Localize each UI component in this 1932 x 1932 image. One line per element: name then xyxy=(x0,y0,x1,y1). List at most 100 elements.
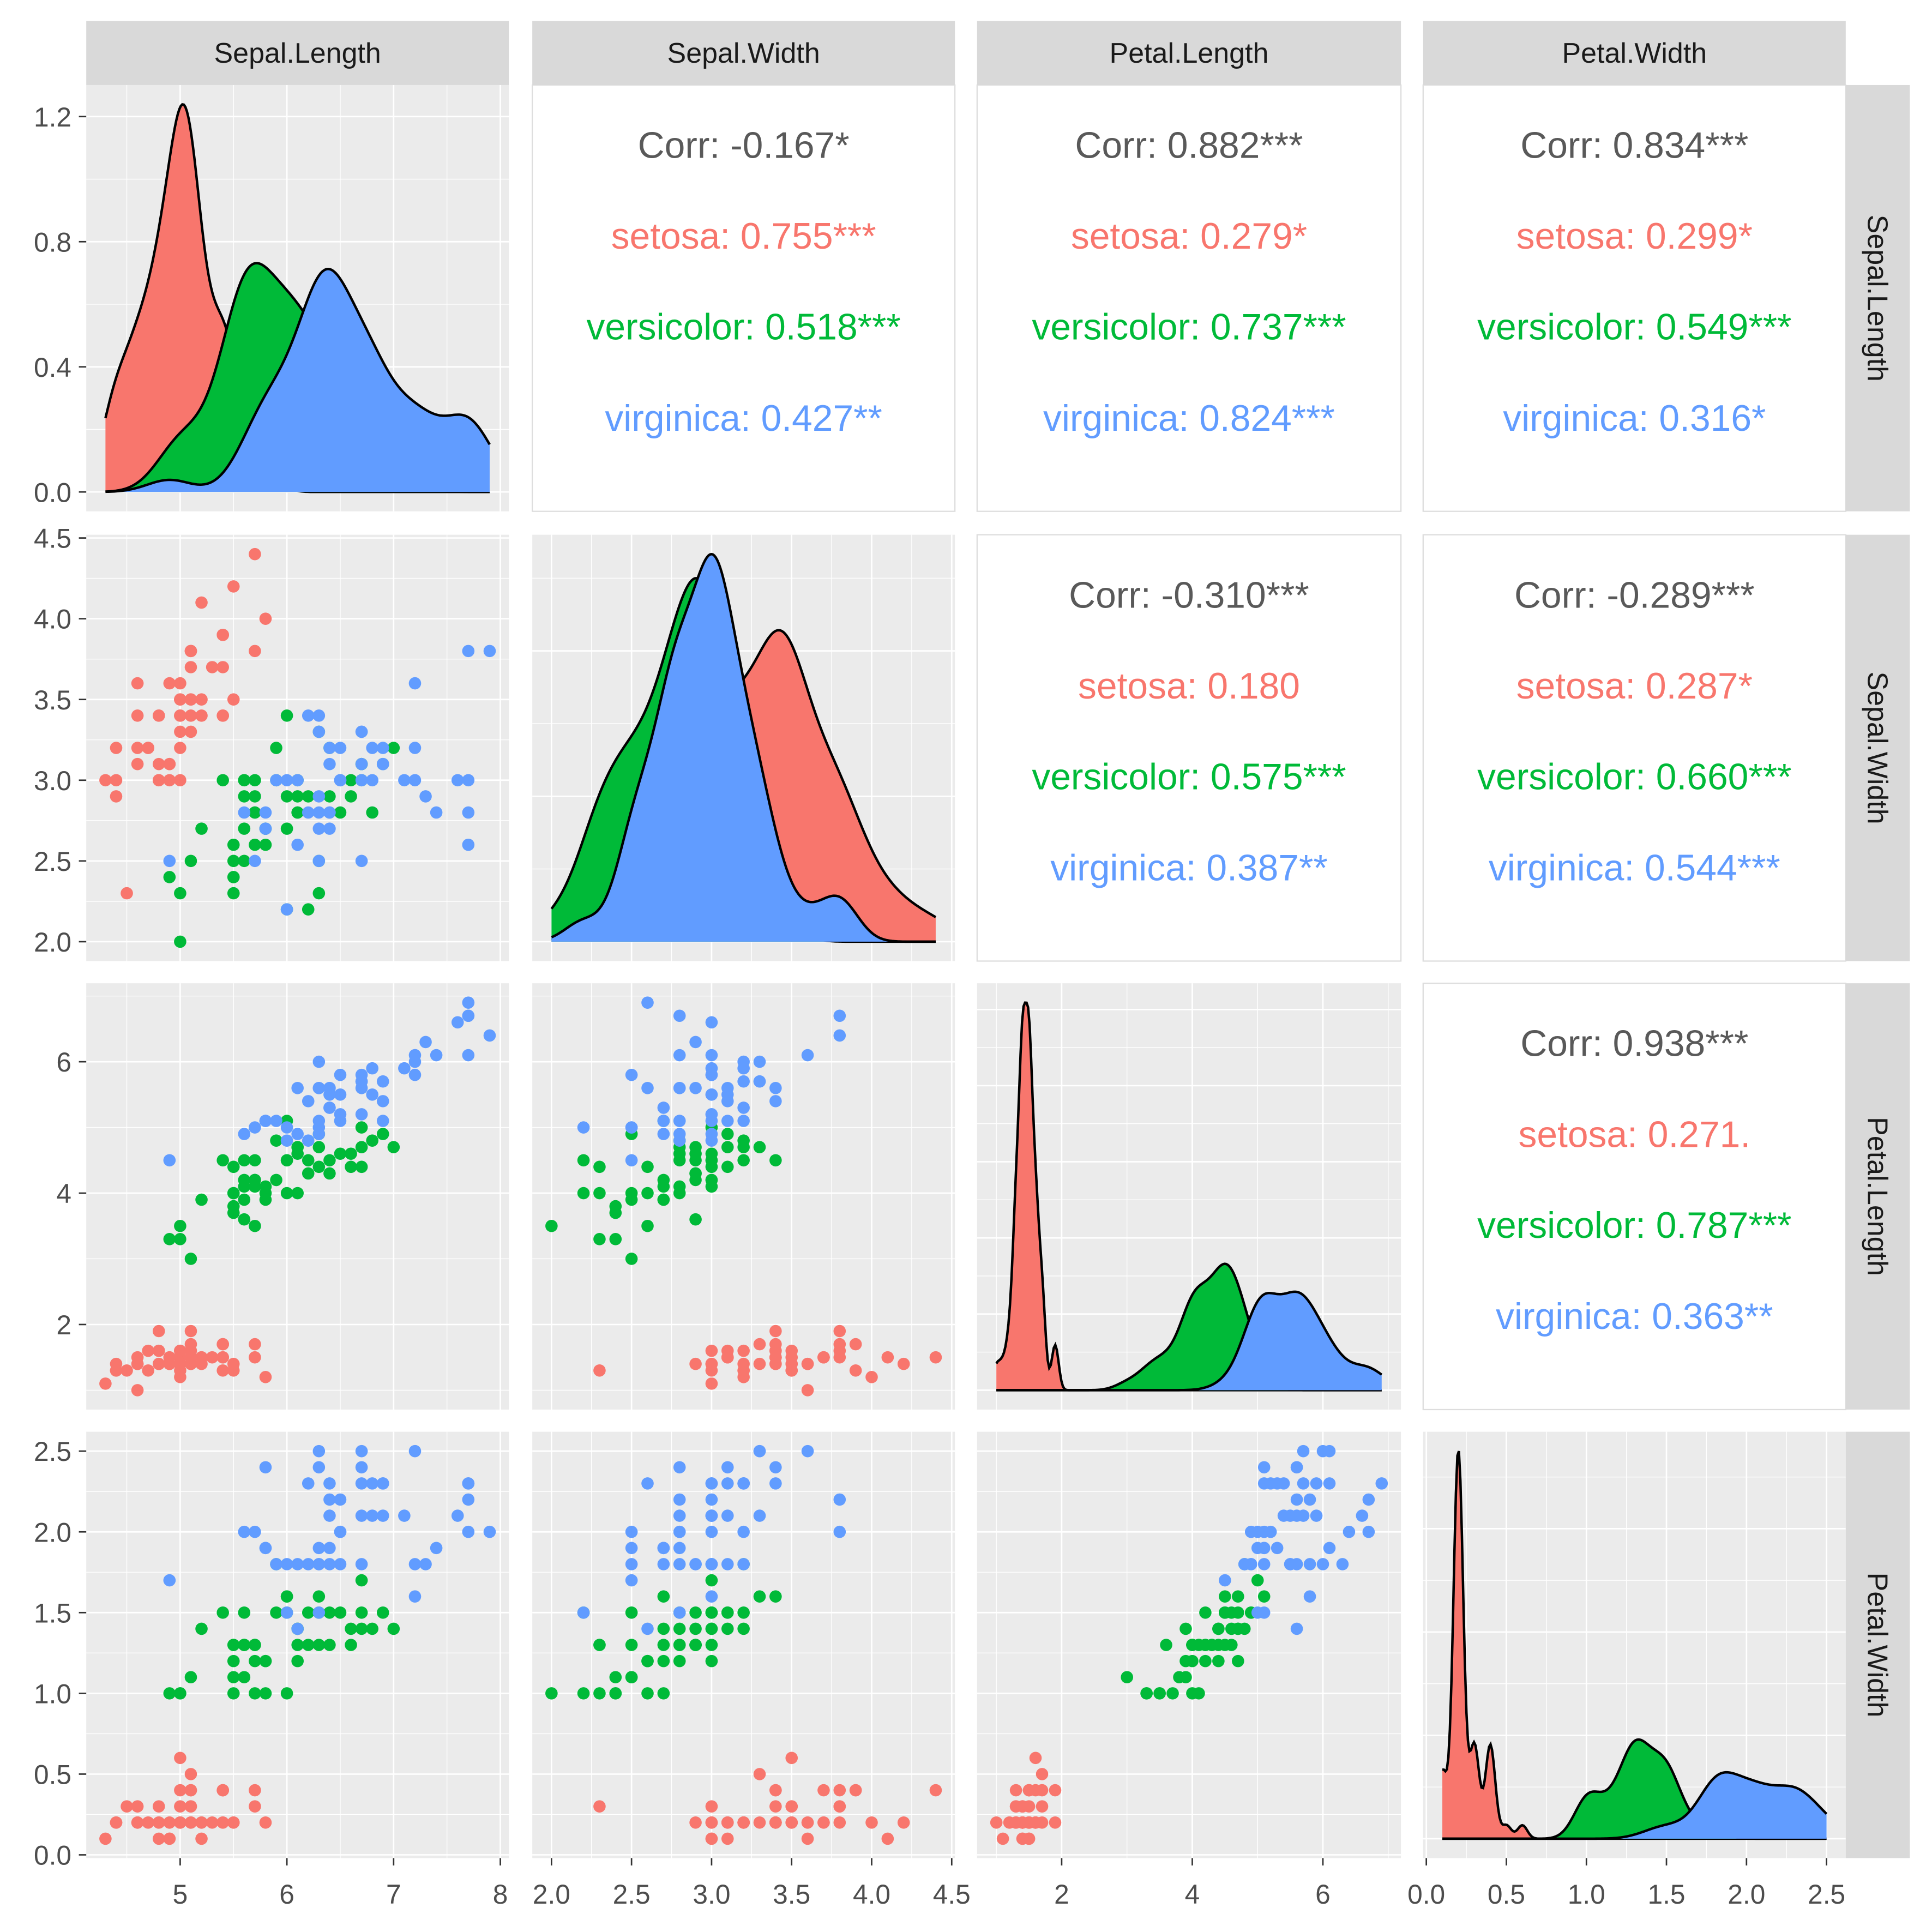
x-axis-tick-label: 2.0 xyxy=(1728,1879,1765,1910)
setosa-correlation-label: setosa: 0.279* xyxy=(1071,216,1307,257)
point-setosa xyxy=(849,1338,862,1351)
point-versicolor xyxy=(1199,1606,1212,1619)
point-setosa xyxy=(753,1768,766,1780)
point-versicolor xyxy=(270,1134,282,1147)
point-versicolor xyxy=(280,1590,293,1603)
point-setosa xyxy=(833,1800,846,1813)
point-versicolor xyxy=(1193,1639,1205,1651)
point-setosa xyxy=(689,1816,702,1829)
density-line-virginica xyxy=(1442,1771,1828,1840)
point-virginica xyxy=(753,1445,766,1458)
point-versicolor xyxy=(593,1187,606,1200)
point-versicolor xyxy=(1193,1687,1205,1700)
point-versicolor xyxy=(259,1187,272,1200)
point-versicolor xyxy=(291,1147,304,1160)
panel-Petal.Width-Petal.Length xyxy=(977,1431,1401,1858)
point-virginica xyxy=(366,1509,378,1522)
row-strip-label: Sepal.Length xyxy=(1862,215,1893,382)
point-virginica xyxy=(398,1509,411,1522)
point-versicolor xyxy=(657,1639,670,1651)
point-setosa xyxy=(785,1800,798,1813)
point-setosa xyxy=(753,1816,766,1829)
point-setosa xyxy=(785,1816,798,1829)
point-virginica xyxy=(408,1068,422,1081)
point-setosa xyxy=(131,1357,144,1370)
point-versicolor xyxy=(366,1134,378,1147)
point-setosa xyxy=(216,628,229,641)
point-virginica xyxy=(1290,1493,1303,1506)
point-virginica xyxy=(737,1477,750,1490)
y-axis-tick-label: 0.0 xyxy=(34,477,71,508)
panel-background xyxy=(86,534,509,961)
point-setosa xyxy=(110,1364,123,1377)
point-virginica xyxy=(419,1558,432,1570)
point-versicolor xyxy=(216,1606,229,1619)
panel-Petal.Length-Sepal.Width xyxy=(532,983,955,1410)
point-virginica xyxy=(323,1102,336,1114)
point-setosa xyxy=(216,709,229,722)
point-virginica xyxy=(577,1606,590,1619)
point-versicolor xyxy=(1173,1671,1185,1684)
point-virginica xyxy=(323,757,336,771)
point-versicolor xyxy=(174,1219,186,1232)
point-virginica xyxy=(625,1558,638,1570)
point-virginica xyxy=(312,854,326,868)
point-virginica xyxy=(737,1102,750,1114)
point-versicolor xyxy=(163,871,176,883)
point-versicolor xyxy=(1251,1574,1264,1587)
point-versicolor xyxy=(163,1233,176,1245)
point-versicolor xyxy=(174,1233,186,1245)
point-versicolor xyxy=(249,1687,261,1700)
point-virginica xyxy=(419,790,432,803)
point-setosa xyxy=(174,1800,186,1813)
point-virginica xyxy=(462,996,475,1009)
point-virginica xyxy=(408,677,422,690)
point-virginica xyxy=(1323,1477,1336,1490)
point-versicolor xyxy=(238,822,251,835)
point-setosa xyxy=(769,1325,782,1338)
point-setosa xyxy=(259,1816,272,1829)
point-setosa xyxy=(929,1351,942,1364)
point-virginica xyxy=(833,1029,846,1042)
point-virginica xyxy=(355,1558,368,1570)
point-virginica xyxy=(769,1081,782,1094)
point-setosa xyxy=(184,1800,197,1813)
point-setosa xyxy=(259,612,272,625)
point-setosa xyxy=(184,645,197,658)
point-setosa xyxy=(110,1816,123,1829)
point-virginica xyxy=(376,757,389,771)
column-strip-label: Sepal.Length xyxy=(214,38,381,69)
point-virginica xyxy=(334,1088,347,1101)
point-versicolor xyxy=(238,1671,251,1684)
point-virginica xyxy=(1290,1509,1303,1522)
point-virginica xyxy=(737,1062,750,1075)
x-axis-tick-label: 2.5 xyxy=(613,1879,651,1910)
point-virginica xyxy=(705,1525,718,1538)
point-virginica xyxy=(430,1049,443,1062)
x-axis-tick-label: 3.0 xyxy=(693,1879,730,1910)
point-setosa xyxy=(174,774,186,787)
point-virginica xyxy=(312,1055,326,1068)
virginica-correlation-label: virginica: 0.544*** xyxy=(1489,848,1780,889)
point-versicolor xyxy=(737,1622,750,1635)
point-virginica xyxy=(483,1525,496,1538)
point-setosa xyxy=(152,1800,165,1813)
point-virginica xyxy=(462,1009,475,1022)
point-virginica xyxy=(366,1088,378,1101)
setosa-correlation-label: setosa: 0.299* xyxy=(1516,216,1753,257)
point-setosa xyxy=(705,1800,718,1813)
point-versicolor xyxy=(737,1606,750,1619)
point-virginica xyxy=(689,1081,702,1094)
point-setosa xyxy=(801,1357,814,1370)
y-axis-tick-label: 3.0 xyxy=(34,766,71,796)
point-versicolor xyxy=(753,1590,766,1603)
point-virginica xyxy=(462,1525,475,1538)
point-virginica xyxy=(673,1558,686,1570)
panel-Sepal.Length-Sepal.Width: Corr: -0.167* setosa: 0.755*** versicolor:… xyxy=(532,84,956,512)
point-setosa xyxy=(216,1784,229,1797)
point-virginica xyxy=(769,1461,782,1474)
point-versicolor xyxy=(163,1687,176,1700)
point-virginica xyxy=(1343,1525,1356,1538)
point-setosa xyxy=(1016,1800,1029,1813)
point-versicolor xyxy=(355,1121,368,1134)
